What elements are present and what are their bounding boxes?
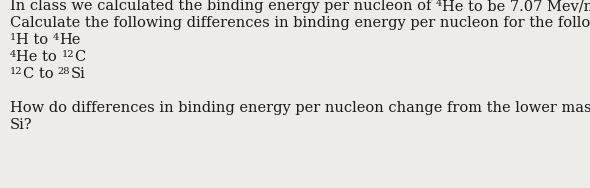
Text: 4: 4 <box>436 0 442 8</box>
Text: Calculate the following differences in binding energy per nucleon for the follow: Calculate the following differences in b… <box>10 16 590 30</box>
Text: He: He <box>60 33 81 47</box>
Text: C to: C to <box>22 67 58 81</box>
Text: In class we calculated the binding energy per nucleon of: In class we calculated the binding energ… <box>10 0 436 13</box>
Text: How do differences in binding energy per nucleon change from the lower mass to t: How do differences in binding energy per… <box>10 101 590 115</box>
Text: 28: 28 <box>58 67 70 76</box>
Text: 4: 4 <box>10 50 17 59</box>
Text: 4: 4 <box>53 33 60 42</box>
Text: H to: H to <box>17 33 53 47</box>
Text: C: C <box>74 50 86 64</box>
Text: Si?: Si? <box>10 118 32 132</box>
Text: 12: 12 <box>10 67 22 76</box>
Text: 1: 1 <box>10 33 17 42</box>
Text: 12: 12 <box>61 50 74 59</box>
Text: He to: He to <box>17 50 61 64</box>
Text: Si: Si <box>70 67 85 81</box>
Text: He to be 7.07 Mev/nucleon.: He to be 7.07 Mev/nucleon. <box>442 0 590 13</box>
